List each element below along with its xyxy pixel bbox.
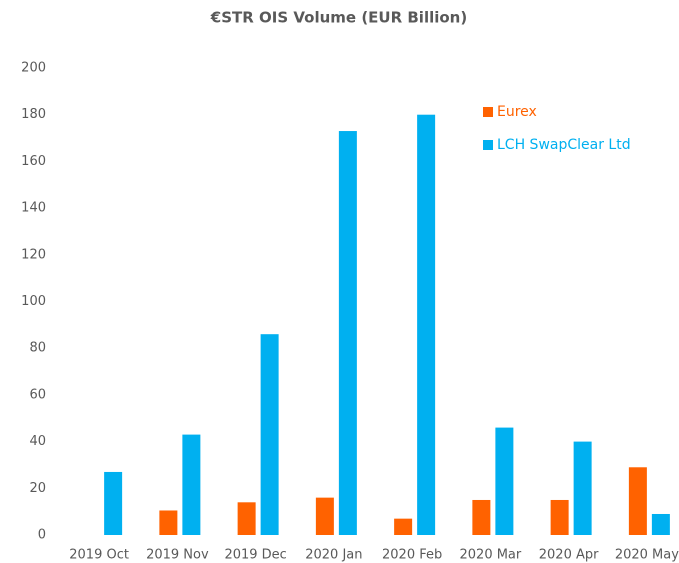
bar [338, 131, 357, 536]
bar [573, 441, 592, 535]
y-tick-label: 100 [21, 294, 46, 309]
x-tick-label: 2020 Jan [305, 548, 362, 563]
y-tick-label: 80 [29, 341, 46, 356]
y-tick-label: 180 [21, 107, 46, 122]
x-tick-label: 2019 Dec [224, 548, 286, 563]
legend-swatch [483, 107, 493, 117]
bar [417, 114, 436, 535]
y-tick-label: 60 [29, 387, 46, 402]
bar [182, 434, 201, 535]
x-tick-label: 2020 Mar [460, 548, 522, 563]
legend-label: Eurex [497, 104, 537, 120]
bar [651, 513, 670, 535]
y-tick-label: 160 [21, 154, 46, 169]
legend-swatch [483, 140, 493, 150]
bar [550, 499, 569, 535]
x-tick-label: 2019 Nov [146, 548, 209, 563]
y-tick-label: 200 [21, 61, 46, 76]
y-tick-label: 0 [38, 528, 46, 543]
y-tick-label: 120 [21, 247, 46, 262]
bar [628, 467, 647, 535]
bar [260, 334, 279, 535]
chart-title: €STR OIS Volume (EUR Billion) [210, 9, 467, 27]
x-tick-label: 2020 Feb [382, 548, 442, 563]
y-tick-label: 140 [21, 201, 46, 216]
bar [472, 499, 491, 535]
bar [159, 510, 178, 535]
legend-label: LCH SwapClear Ltd [497, 137, 631, 153]
y-tick-label: 20 [29, 481, 46, 496]
x-tick-label: 2020 Apr [539, 548, 599, 563]
bar [104, 471, 123, 535]
bar [394, 518, 413, 535]
y-tick-label: 40 [29, 434, 46, 449]
x-tick-label: 2020 May [615, 548, 679, 563]
x-tick-label: 2019 Oct [69, 548, 129, 563]
bar [315, 497, 334, 535]
bar [237, 502, 256, 535]
bar [495, 427, 514, 535]
